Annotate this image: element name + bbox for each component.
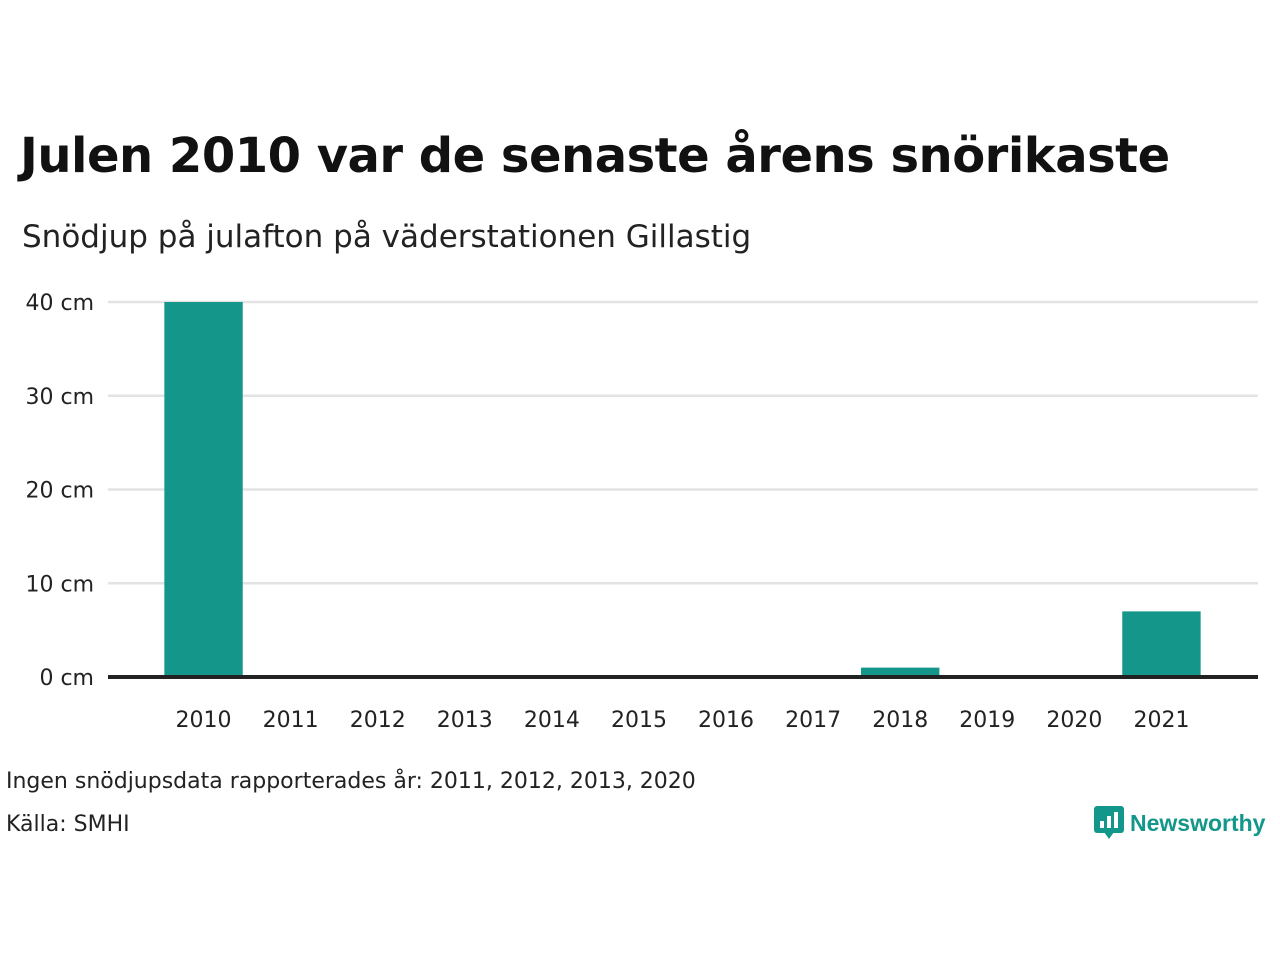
source-note: Källa: SMHI: [6, 812, 130, 837]
missing-data-note: Ingen snödjupsdata rapporterades år: 201…: [6, 769, 696, 794]
bar-2010: [164, 302, 243, 677]
x-tick-label-2015: 2015: [611, 708, 667, 733]
y-axis-labels: 0 cm 10 cm 20 cm 30 cm 40 cm: [25, 291, 94, 691]
bars: [164, 302, 1201, 677]
x-tick-label-2011: 2011: [263, 708, 319, 733]
x-tick-label-2016: 2016: [698, 708, 754, 733]
x-tick-label-2018: 2018: [872, 708, 928, 733]
x-tick-label-2019: 2019: [959, 708, 1015, 733]
chart-title: Julen 2010 var de senaste årens snörikas…: [20, 128, 1170, 184]
y-tick-label: 40 cm: [25, 291, 94, 316]
x-axis-labels: 2010 2011 2012 2013 2014 2015 2016 2017 2018 2019…: [176, 708, 1190, 733]
x-tick-label-2014: 2014: [524, 708, 580, 733]
x-tick-label-2012: 2012: [350, 708, 406, 733]
bar-2021: [1122, 611, 1201, 677]
newsworthy-logo: Newsworthy: [1094, 806, 1265, 840]
x-tick-label-2013: 2013: [437, 708, 493, 733]
y-tick-label: 30 cm: [25, 385, 94, 410]
brand-name: Newsworthy: [1130, 809, 1266, 836]
y-tick-label: 0 cm: [39, 666, 94, 691]
x-tick-label-2010: 2010: [176, 708, 232, 733]
y-tick-label: 10 cm: [25, 572, 94, 597]
x-tick-label-2017: 2017: [785, 708, 841, 733]
chart-subtitle: Snödjup på julafton på väderstationen Gi…: [22, 219, 752, 255]
x-tick-label-2021: 2021: [1133, 708, 1189, 733]
bar-2018: [861, 667, 940, 677]
grid-lines: [108, 300, 1258, 585]
x-tick-label-2020: 2020: [1046, 708, 1102, 733]
bar-chart-speech-bubble-icon: [1094, 806, 1124, 839]
y-tick-label: 20 cm: [25, 479, 94, 504]
